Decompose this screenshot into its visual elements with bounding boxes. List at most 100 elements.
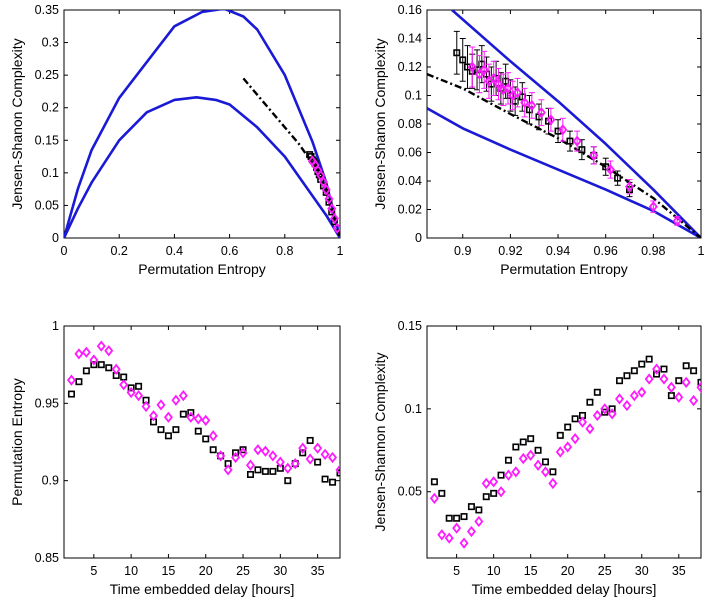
square-marker	[608, 405, 616, 413]
diamond-marker	[600, 403, 610, 415]
square-marker	[330, 218, 338, 226]
square-marker	[239, 446, 247, 454]
diamond-marker	[615, 393, 625, 405]
x-tick-label: 15	[524, 564, 538, 578]
square-marker	[202, 435, 210, 443]
square-marker	[660, 365, 668, 373]
x-axis-label: Permutation Entropy	[500, 261, 628, 277]
y-axis-label: Permutation Entropy	[9, 378, 25, 506]
x-tick-label: 0.96	[594, 244, 618, 258]
diamond-marker	[321, 184, 331, 196]
square-marker	[209, 446, 217, 454]
square-marker	[614, 174, 622, 182]
diamond-marker	[481, 477, 491, 490]
bound-curve	[451, 10, 701, 238]
x-tick-label: 0.94	[546, 244, 570, 258]
y-tick-label: 0.15	[398, 319, 422, 333]
square-marker	[75, 378, 83, 386]
square-marker	[564, 423, 572, 431]
square-marker	[630, 367, 638, 375]
diamond-marker	[489, 72, 499, 85]
square-marker	[299, 449, 307, 457]
diamond-marker	[324, 193, 334, 205]
x-tick-label: 30	[273, 564, 287, 578]
diamond-marker	[429, 492, 439, 504]
diamond-marker	[283, 462, 293, 474]
diamond-marker	[474, 68, 484, 80]
diamond-marker	[520, 96, 530, 109]
diamond-marker	[231, 451, 241, 464]
x-tick-label: 0	[61, 244, 68, 258]
square-marker	[571, 415, 579, 423]
y-axis-label: Jensen-Shanon Complexity	[9, 38, 25, 209]
diamond-marker	[298, 442, 308, 454]
square-marker	[157, 426, 165, 434]
diamond-marker	[74, 348, 84, 360]
diamond-marker	[313, 442, 323, 454]
x-tick-label: 10	[487, 564, 501, 578]
diamond-marker	[335, 464, 340, 476]
diamond-marker	[572, 135, 582, 147]
square-marker	[164, 432, 172, 440]
chart-p3: 5 10 15 20 25 30 35 0.85 0.9 0.95 1 Time embedded d…	[9, 319, 341, 597]
bound-curve	[64, 10, 340, 238]
diamond-marker	[245, 459, 255, 471]
diamond-marker	[316, 169, 326, 182]
diamond-marker	[513, 87, 523, 99]
x-tick-label: 10	[124, 564, 138, 578]
axes-frame	[426, 9, 702, 239]
square-marker	[534, 446, 542, 454]
diamond-marker	[119, 379, 129, 391]
x-tick-label: 0.98	[641, 244, 665, 258]
diamond-marker	[625, 181, 635, 193]
x-tick-label: 20	[561, 564, 575, 578]
diamond-marker	[546, 114, 556, 126]
x-tick-label: 35	[672, 564, 686, 578]
diamond-marker	[479, 64, 489, 76]
diamond-marker	[563, 441, 573, 453]
diamond-marker	[156, 399, 166, 411]
diamond-marker	[186, 411, 196, 423]
square-marker	[172, 426, 180, 434]
y-tick-label: 0.05	[35, 198, 59, 212]
diamond-marker	[585, 423, 595, 435]
square-marker	[90, 361, 98, 369]
square-marker	[482, 493, 490, 501]
plot-area	[66, 340, 340, 486]
diamond-marker	[570, 433, 580, 445]
x-axis-label: Permutation Entropy	[138, 261, 266, 277]
axes-frame	[63, 9, 341, 239]
y-tick-label: 0.02	[398, 203, 422, 217]
diamond-marker	[216, 450, 226, 462]
diamond-marker	[332, 222, 340, 234]
x-tick-label: 0.4	[166, 244, 183, 258]
x-tick-label: 25	[236, 564, 250, 578]
square-marker	[179, 410, 187, 418]
diamond-marker	[696, 381, 701, 393]
x-tick-label: 15	[161, 564, 175, 578]
diamond-marker	[503, 469, 513, 481]
diamond-marker	[238, 447, 248, 459]
y-axis-label: Jensen-Shanon Complexity	[372, 38, 388, 209]
square-marker	[527, 435, 535, 443]
square-marker	[593, 388, 601, 396]
y-tick-label: 0.14	[398, 32, 422, 46]
diamond-marker	[171, 394, 181, 406]
x-tick-label: 5	[90, 564, 97, 578]
diamond-marker	[178, 389, 188, 402]
square-marker	[321, 475, 329, 483]
diamond-marker	[329, 212, 339, 225]
diamond-marker	[681, 376, 691, 388]
diamond-marker	[260, 445, 270, 457]
diamond-marker	[548, 477, 558, 490]
y-tick-label: 0	[52, 231, 59, 245]
diamond-marker	[149, 410, 159, 422]
square-marker	[105, 364, 113, 372]
diamond-marker	[607, 408, 617, 420]
diamond-marker	[555, 446, 565, 458]
square-marker	[306, 436, 314, 444]
square-marker	[232, 449, 240, 457]
square-marker	[653, 370, 661, 378]
square-marker	[464, 63, 472, 71]
square-marker	[541, 458, 549, 466]
